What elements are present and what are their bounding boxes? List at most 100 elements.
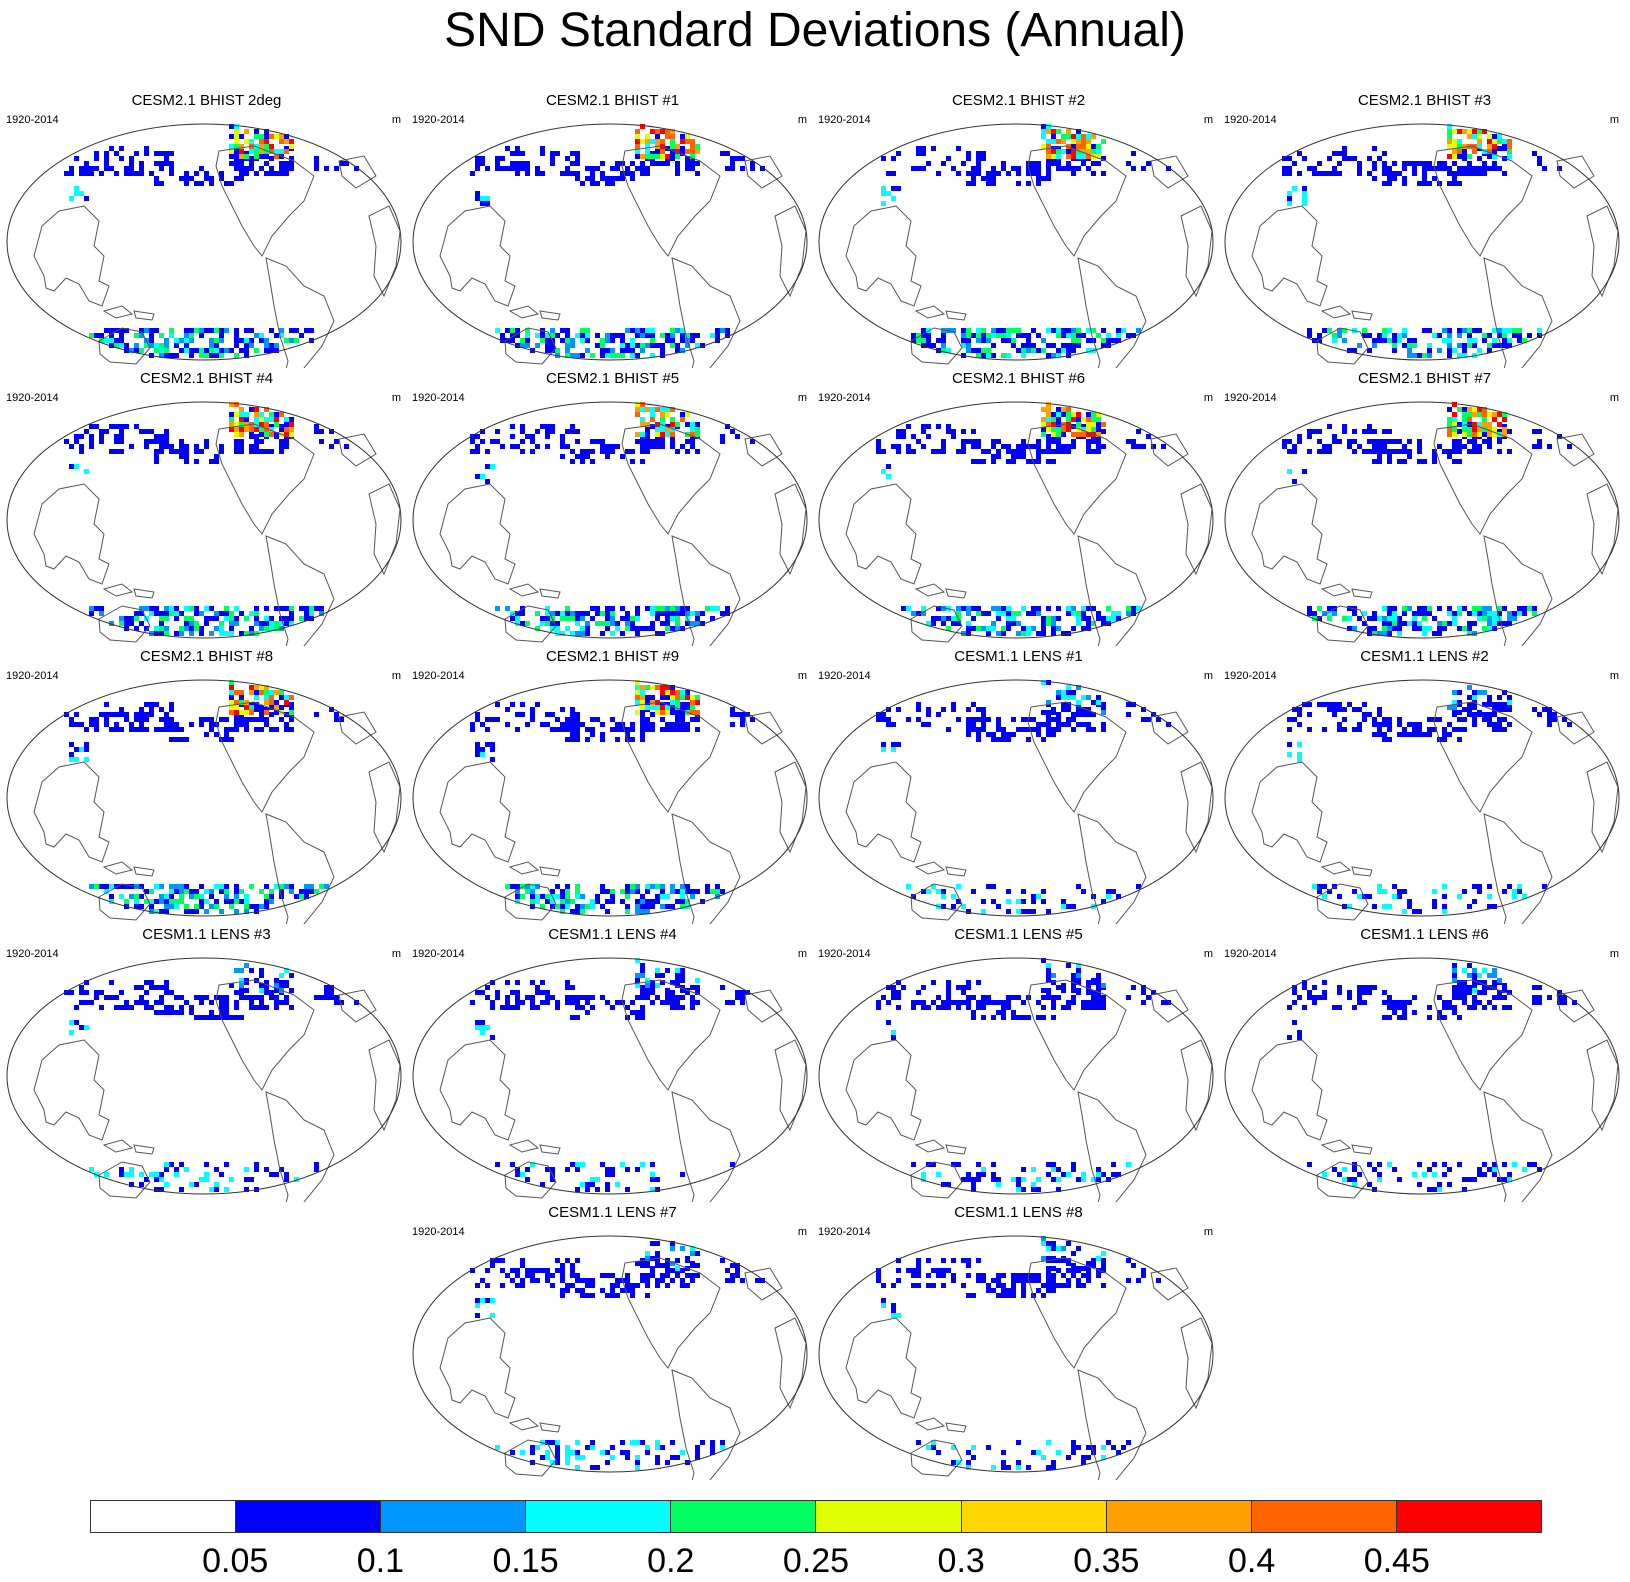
snow-cell [615,626,620,631]
snow-cell [1402,727,1407,732]
snow-cell [675,1000,680,1005]
snow-cell [695,1273,700,1278]
snow-cell [139,1172,144,1177]
snow-cell [695,727,700,732]
snow-cell [189,353,194,358]
snow-cell [1537,439,1542,444]
snow-cell [89,1000,94,1005]
snow-cell [680,338,685,343]
snow-cell [1282,444,1287,449]
snow-cell [214,1167,219,1172]
snow-cell [971,348,976,353]
snow-cell [520,1000,525,1005]
snow-cell [1467,973,1472,978]
snow-cell [680,611,685,616]
snow-cell [1031,444,1036,449]
snow-cell [575,611,580,616]
snow-cell [605,1000,610,1005]
snow-cell [891,747,896,752]
snow-cell [209,717,214,722]
snow-cell [1362,1000,1367,1005]
snow-cell [635,909,640,914]
snow-cell [1412,1010,1417,1015]
snow-cell [996,904,1001,909]
snow-cell [655,705,660,710]
snow-cell [149,702,154,707]
snow-cell [1382,732,1387,737]
snow-cell [164,161,169,166]
snow-cell [976,161,981,166]
snow-cell [184,328,189,333]
snow-cell [1021,1000,1026,1005]
snow-cell [1442,1162,1447,1167]
snow-cell [1021,1177,1026,1182]
snow-cell [1016,181,1021,186]
snow-cell [69,171,74,176]
snow-cell [891,1030,896,1035]
snow-cell [911,1005,916,1010]
snow-cell [1312,985,1317,990]
snow-cell [164,1162,169,1167]
snow-cell [1392,338,1397,343]
snow-cell [881,717,886,722]
snow-cell [730,1278,735,1283]
snow-cell [279,149,284,154]
snow-cell [886,722,891,727]
snow-cell [1041,621,1046,626]
snow-cell [289,422,294,427]
snow-cell [1442,626,1447,631]
snow-cell [199,899,204,904]
snow-cell [1061,412,1066,417]
snow-cell [1141,166,1146,171]
coastline [1181,484,1212,574]
snow-cell [1051,427,1056,432]
snow-cell [1437,333,1442,338]
snow-cell [635,1015,640,1020]
snow-cell [565,995,570,1000]
snow-cell [931,621,936,626]
snow-cell [1011,1278,1016,1283]
snow-cell [981,1273,986,1278]
snow-cell [675,700,680,705]
snow-cell [1071,995,1076,1000]
snow-cell [595,439,600,444]
snow-cell [169,899,174,904]
snow-cell [991,176,996,181]
snow-cell [174,616,179,621]
snow-cell [279,412,284,417]
snow-cell [1041,1005,1046,1010]
snow-cell [1016,631,1021,636]
snow-cell [1502,621,1507,626]
snow-cell [1046,988,1051,993]
snow-cell [981,176,986,181]
snow-cell [690,144,695,149]
snow-cell [1517,328,1522,333]
snow-cell [1522,1167,1527,1172]
snow-cell [1342,717,1347,722]
snow-cell [1126,606,1131,611]
snow-cell [1086,166,1091,171]
snow-cell [174,889,179,894]
snow-cell [490,1263,495,1268]
snow-cell [615,737,620,742]
snow-cell [169,722,174,727]
snow-cell [540,616,545,621]
snow-cell [239,611,244,616]
snow-cell [1437,1187,1442,1192]
snow-cell [1377,1162,1382,1167]
snow-cell [936,616,941,621]
snow-cell [1282,166,1287,171]
snow-cell [530,899,535,904]
snow-cell [304,884,309,889]
snow-cell [219,328,224,333]
snow-cell [580,449,585,454]
snow-cell [660,717,665,722]
snow-cell [520,1283,525,1288]
snow-cell [645,1251,650,1256]
snow-cell [184,171,189,176]
snow-cell [655,1445,660,1450]
snow-cell [1547,444,1552,449]
snow-cell [1041,631,1046,636]
snow-cell [971,1015,976,1020]
snow-cell [996,717,1001,722]
